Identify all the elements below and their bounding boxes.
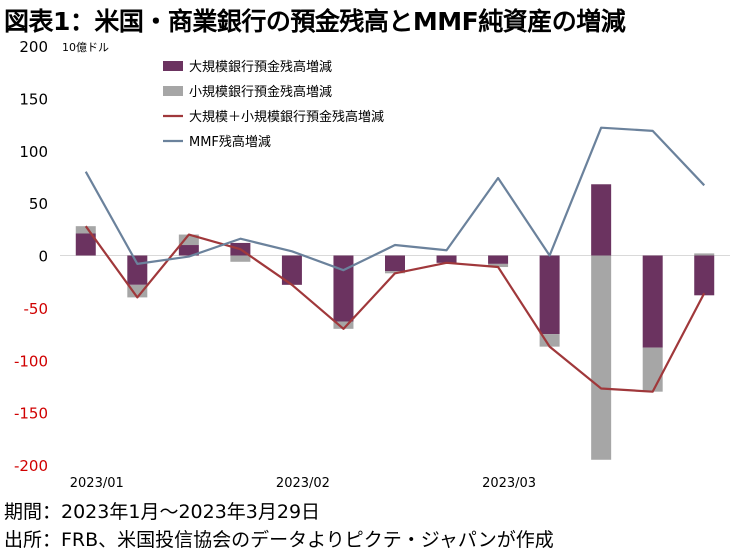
- x-tick-label: 2023/03: [482, 476, 536, 491]
- y-tick-label: 50: [29, 195, 48, 213]
- y-tick-label: 200: [19, 38, 48, 56]
- bar-large-bank: [127, 255, 148, 285]
- bar-small-bank: [488, 263, 509, 268]
- legend-label: 大規模銀行預金残高増減: [189, 59, 332, 75]
- line-total-deposits: [84, 225, 706, 393]
- bar-large-bank: [694, 255, 715, 296]
- bar-small-bank: [75, 226, 96, 234]
- bar-small-bank: [333, 321, 354, 329]
- x-axis: 2023/01 2023/02 2023/03: [70, 476, 536, 491]
- legend-swatch: [163, 61, 183, 71]
- x-tick-label: 2023/02: [276, 476, 330, 491]
- y-tick-label: -100: [14, 352, 48, 370]
- bar-large-bank: [385, 255, 405, 272]
- y-tick-label: -200: [14, 457, 48, 475]
- y-tick-label: -50: [24, 300, 49, 318]
- bar-small-bank: [694, 253, 715, 256]
- legend-label: 大規模＋小規模銀行預金残高増減: [189, 109, 384, 125]
- y-unit-label: 10億ドル: [62, 41, 109, 54]
- y-tick-label: 100: [19, 143, 48, 161]
- bar-large-bank: [281, 255, 302, 285]
- x-tick-label: 2023/01: [70, 476, 124, 491]
- y-axis: 200 150 100 50 0 -50 -100 -150 -200: [14, 38, 48, 475]
- bar-large-bank: [642, 255, 663, 348]
- bar-small-bank: [127, 284, 148, 298]
- bar-large-bank: [539, 255, 560, 335]
- bar-small-bank: [230, 255, 251, 262]
- lines: [84, 126, 706, 393]
- chart-title: 図表1：米国・商業銀行の預金残高とMMF純資産の増減: [4, 7, 626, 36]
- bar-large-bank: [436, 255, 457, 263]
- bar-large-bank: [333, 255, 354, 322]
- bars: [75, 184, 715, 460]
- y-tick-label: 0: [38, 248, 48, 266]
- source-note: 出所：FRB、米国投信協会のデータよりピクテ・ジャパンが作成: [4, 529, 554, 551]
- bar-large-bank: [591, 184, 612, 256]
- legend-swatch: [163, 86, 183, 96]
- y-tick-label: 150: [19, 90, 48, 108]
- bar-small-bank: [591, 255, 612, 460]
- legend-label: MMF残高増減: [189, 134, 271, 150]
- period-note: 期間：2023年1月～2023年3月29日: [4, 501, 321, 523]
- legend-label: 小規模銀行預金残高増減: [189, 84, 332, 100]
- y-tick-label: -150: [14, 405, 48, 423]
- bar-small-bank: [178, 234, 199, 246]
- bar-large-bank: [178, 245, 199, 256]
- bar-large-bank: [488, 255, 509, 264]
- bar-small-bank: [642, 347, 663, 392]
- bar-large-bank: [75, 233, 96, 256]
- line-mmf: [84, 126, 706, 272]
